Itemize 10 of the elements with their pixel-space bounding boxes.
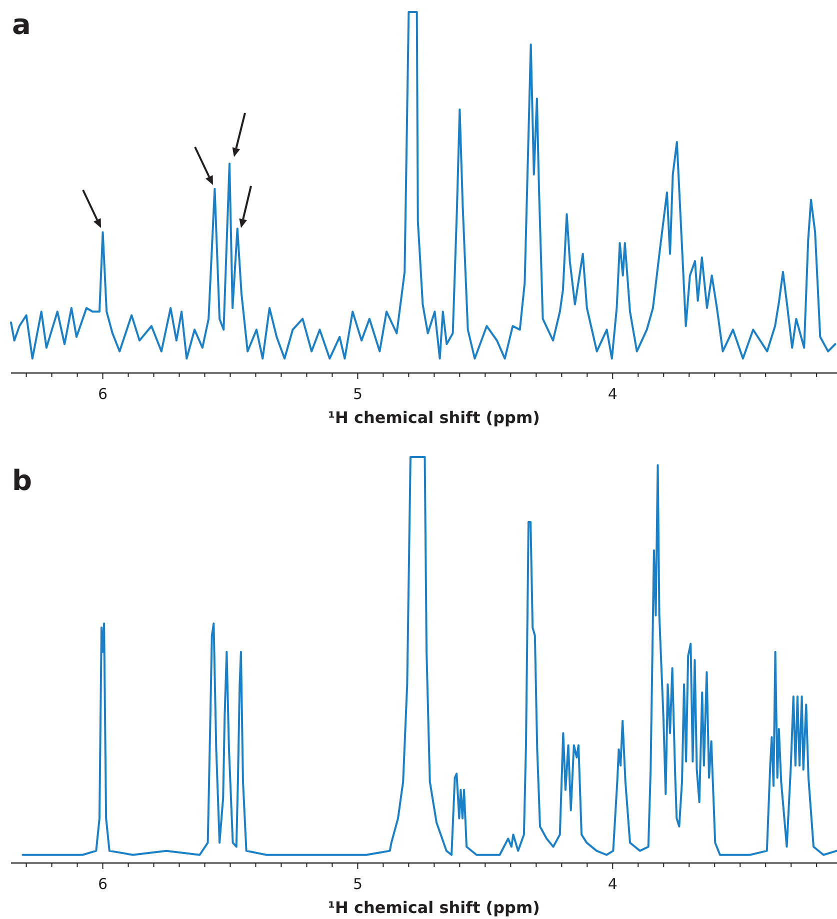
x-tick-label: 6	[98, 385, 108, 403]
x-axis-title: ¹H chemical shift (ppm)	[328, 898, 540, 917]
x-tick-label: 5	[352, 875, 362, 893]
x-tick-label: 4	[608, 875, 618, 893]
chart-title: b	[12, 464, 32, 497]
x-tick-label: 4	[608, 385, 618, 403]
chart-title: a	[12, 8, 31, 41]
x-axis-title: ¹H chemical shift (ppm)	[328, 408, 540, 427]
x-tick-label: 6	[98, 875, 108, 893]
x-tick-label: 5	[352, 385, 362, 403]
